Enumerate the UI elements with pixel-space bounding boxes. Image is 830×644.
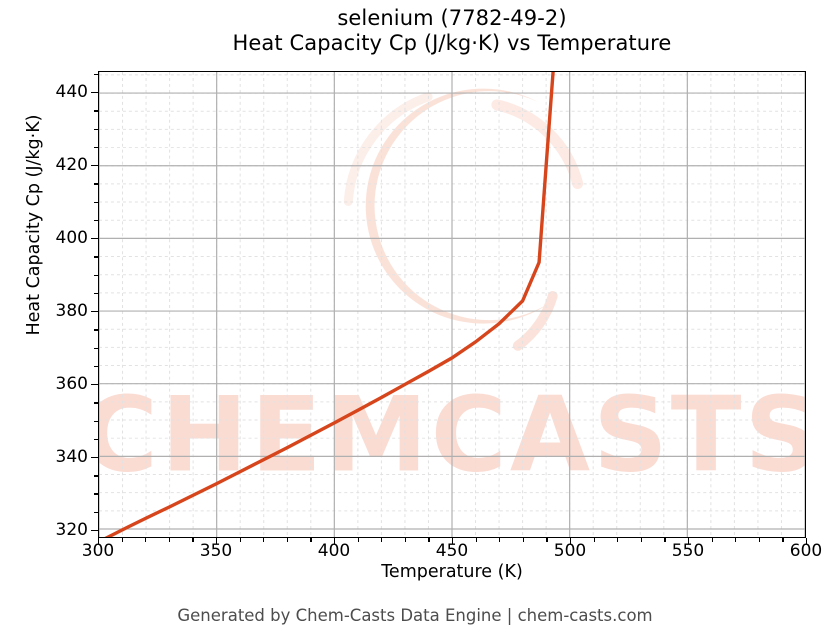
y-tick-label: 420 <box>55 155 88 176</box>
major-gridlines <box>99 72 805 537</box>
x-tick-label: 500 <box>553 541 587 561</box>
x-minor-tick-mark <box>357 538 359 542</box>
y-minor-tick-mark <box>94 475 98 477</box>
x-tick-label: 450 <box>435 541 469 561</box>
x-minor-tick-mark <box>192 538 194 542</box>
x-minor-tick-mark <box>522 538 525 542</box>
y-minor-tick-mark <box>94 219 98 222</box>
y-minor-tick-mark <box>94 110 98 112</box>
x-minor-tick-mark <box>98 538 100 542</box>
y-tick-label: 380 <box>55 301 88 322</box>
y-minor-tick-mark <box>94 438 98 441</box>
x-minor-tick-mark <box>735 538 737 542</box>
x-minor-tick-mark <box>806 538 808 542</box>
x-minor-tick-mark <box>593 538 595 542</box>
y-minor-tick-mark <box>94 274 98 276</box>
y-axis-tick-labels: 320 340 360 380 400 420 440 <box>20 0 88 644</box>
y-minor-tick-mark <box>94 201 98 203</box>
y-minor-tick-mark <box>94 329 98 331</box>
x-minor-tick-mark <box>381 538 383 542</box>
x-minor-tick-mark <box>310 538 312 542</box>
y-minor-tick-mark <box>94 128 98 130</box>
x-minor-tick-mark <box>404 538 407 542</box>
x-minor-tick-mark <box>758 538 761 542</box>
x-minor-tick-mark <box>334 538 336 542</box>
chart-title-line-2: Heat Capacity Cp (J/kg·K) vs Temperature <box>232 30 672 55</box>
x-tick-label: 350 <box>199 541 233 561</box>
figure-footer-caption: Generated by Chem-Casts Data Engine | ch… <box>177 606 653 625</box>
y-minor-tick-mark <box>94 146 98 149</box>
y-minor-tick-mark <box>94 384 98 386</box>
y-tick-label: 400 <box>55 228 88 249</box>
y-axis-label: Heat Capacity Cp (J/kg·K) <box>24 114 44 336</box>
x-minor-tick-mark <box>216 538 218 542</box>
x-minor-tick-mark <box>664 538 666 542</box>
y-minor-tick-mark <box>94 511 98 514</box>
y-tick-label: 360 <box>55 374 88 395</box>
x-minor-tick-mark <box>121 538 123 542</box>
data-series-layer <box>104 72 555 537</box>
x-minor-tick-mark <box>168 538 171 542</box>
x-minor-tick-mark <box>688 538 690 542</box>
y-minor-tick-mark <box>94 256 98 258</box>
x-minor-tick-mark <box>475 538 477 542</box>
y-minor-tick-mark <box>94 292 98 295</box>
y-minor-tick-mark <box>94 165 98 167</box>
x-minor-tick-mark <box>711 538 713 542</box>
x-minor-tick-mark <box>570 538 572 542</box>
y-tick-label: 440 <box>55 82 88 103</box>
x-minor-tick-mark <box>640 538 643 542</box>
y-minor-tick-mark <box>94 420 98 422</box>
x-minor-tick-mark <box>546 538 548 542</box>
x-minor-tick-mark <box>263 538 265 542</box>
series-line-heat-capacity <box>104 72 555 537</box>
x-minor-tick-mark <box>782 538 784 542</box>
x-minor-tick-mark <box>617 538 619 542</box>
y-minor-tick-mark <box>94 457 98 459</box>
y-minor-tick-mark <box>94 92 98 94</box>
x-tick-label: 300 <box>81 541 115 561</box>
y-minor-tick-mark <box>94 311 98 313</box>
chart-title-line-1: selenium (7782-49-2) <box>337 6 567 30</box>
x-minor-tick-mark <box>286 538 289 542</box>
y-minor-tick-mark <box>94 183 98 185</box>
x-tick-label: 550 <box>671 541 705 561</box>
chart-title: selenium (7782-49-2) Heat Capacity Cp (J… <box>98 6 806 56</box>
y-minor-tick-mark <box>94 402 98 404</box>
x-minor-tick-mark <box>239 538 241 542</box>
grid-layer <box>99 72 805 537</box>
y-tick-label: 320 <box>55 519 88 540</box>
y-minor-tick-mark <box>94 73 98 76</box>
y-minor-tick-mark <box>94 238 98 240</box>
x-tick-label: 400 <box>317 541 351 561</box>
x-minor-tick-mark <box>452 538 454 542</box>
y-minor-tick-mark <box>94 493 98 495</box>
y-minor-tick-mark <box>94 347 98 349</box>
y-minor-tick-mark <box>94 529 98 532</box>
plot-area: CHEMCASTS <box>98 71 806 538</box>
x-tick-label: 600 <box>789 541 823 561</box>
y-tick-label: 340 <box>55 447 88 467</box>
x-minor-tick-mark <box>499 538 501 542</box>
x-minor-tick-mark <box>428 538 430 542</box>
x-axis-label: Temperature (K) <box>381 562 523 582</box>
x-minor-tick-mark <box>145 538 147 542</box>
y-minor-tick-mark <box>94 365 98 368</box>
